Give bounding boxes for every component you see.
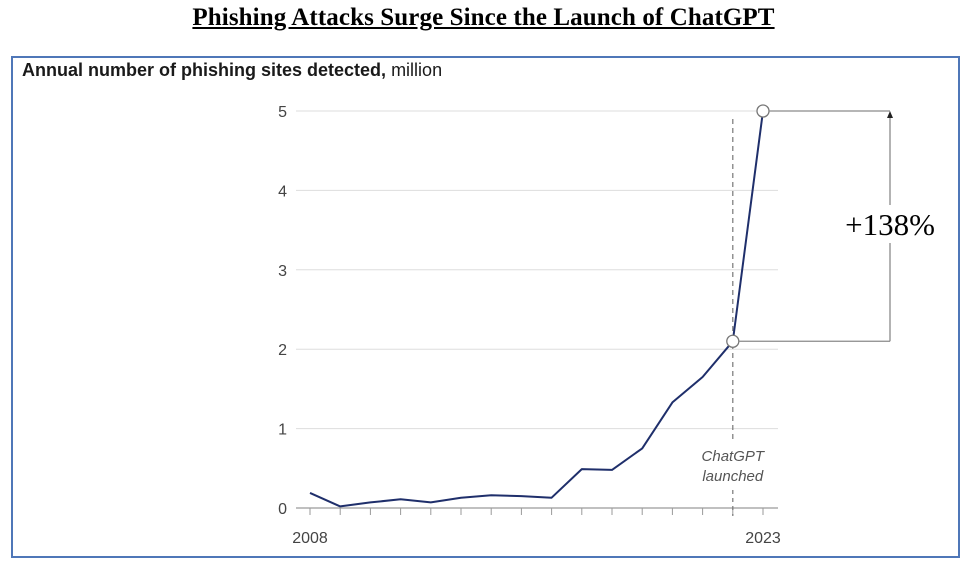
gridlines: [296, 110, 778, 509]
chart-title: Annual number of phishing sites detected…: [22, 60, 387, 80]
marker-circle-2023: [756, 104, 770, 118]
marker-circle-2022: [726, 334, 740, 348]
y-tick-label-5: 5: [278, 104, 287, 121]
y-axis-ticks: 0 1 2 3 4 5: [278, 104, 287, 518]
x-axis: 2008 2023: [292, 508, 781, 547]
change-label: +138%: [845, 207, 935, 242]
chart-frame: [11, 56, 960, 558]
page-title: Phishing Attacks Surge Since the Launch …: [192, 4, 775, 31]
bracket-arrowhead: [887, 111, 893, 118]
chatgpt-event-marker: ChatGPT launched: [702, 119, 766, 516]
x-tick-label-2008: 2008: [292, 530, 328, 547]
y-tick-label-3: 3: [278, 263, 287, 280]
event-label-line2: launched: [702, 468, 764, 485]
series-line-0: [309, 110, 764, 508]
y-tick-label-1: 1: [278, 422, 287, 439]
y-tick-label-2: 2: [278, 342, 287, 359]
x-tick-label-2023: 2023: [745, 530, 781, 547]
chart-unit: million: [391, 60, 443, 80]
y-tick-label-4: 4: [278, 183, 287, 200]
event-label-line1: ChatGPT: [702, 448, 766, 465]
y-tick-label-0: 0: [278, 501, 287, 518]
series-lines: [309, 104, 770, 508]
chart-heading: Annual number of phishing sites detected…: [22, 60, 442, 81]
change-bracket: +138%: [738, 110, 935, 342]
